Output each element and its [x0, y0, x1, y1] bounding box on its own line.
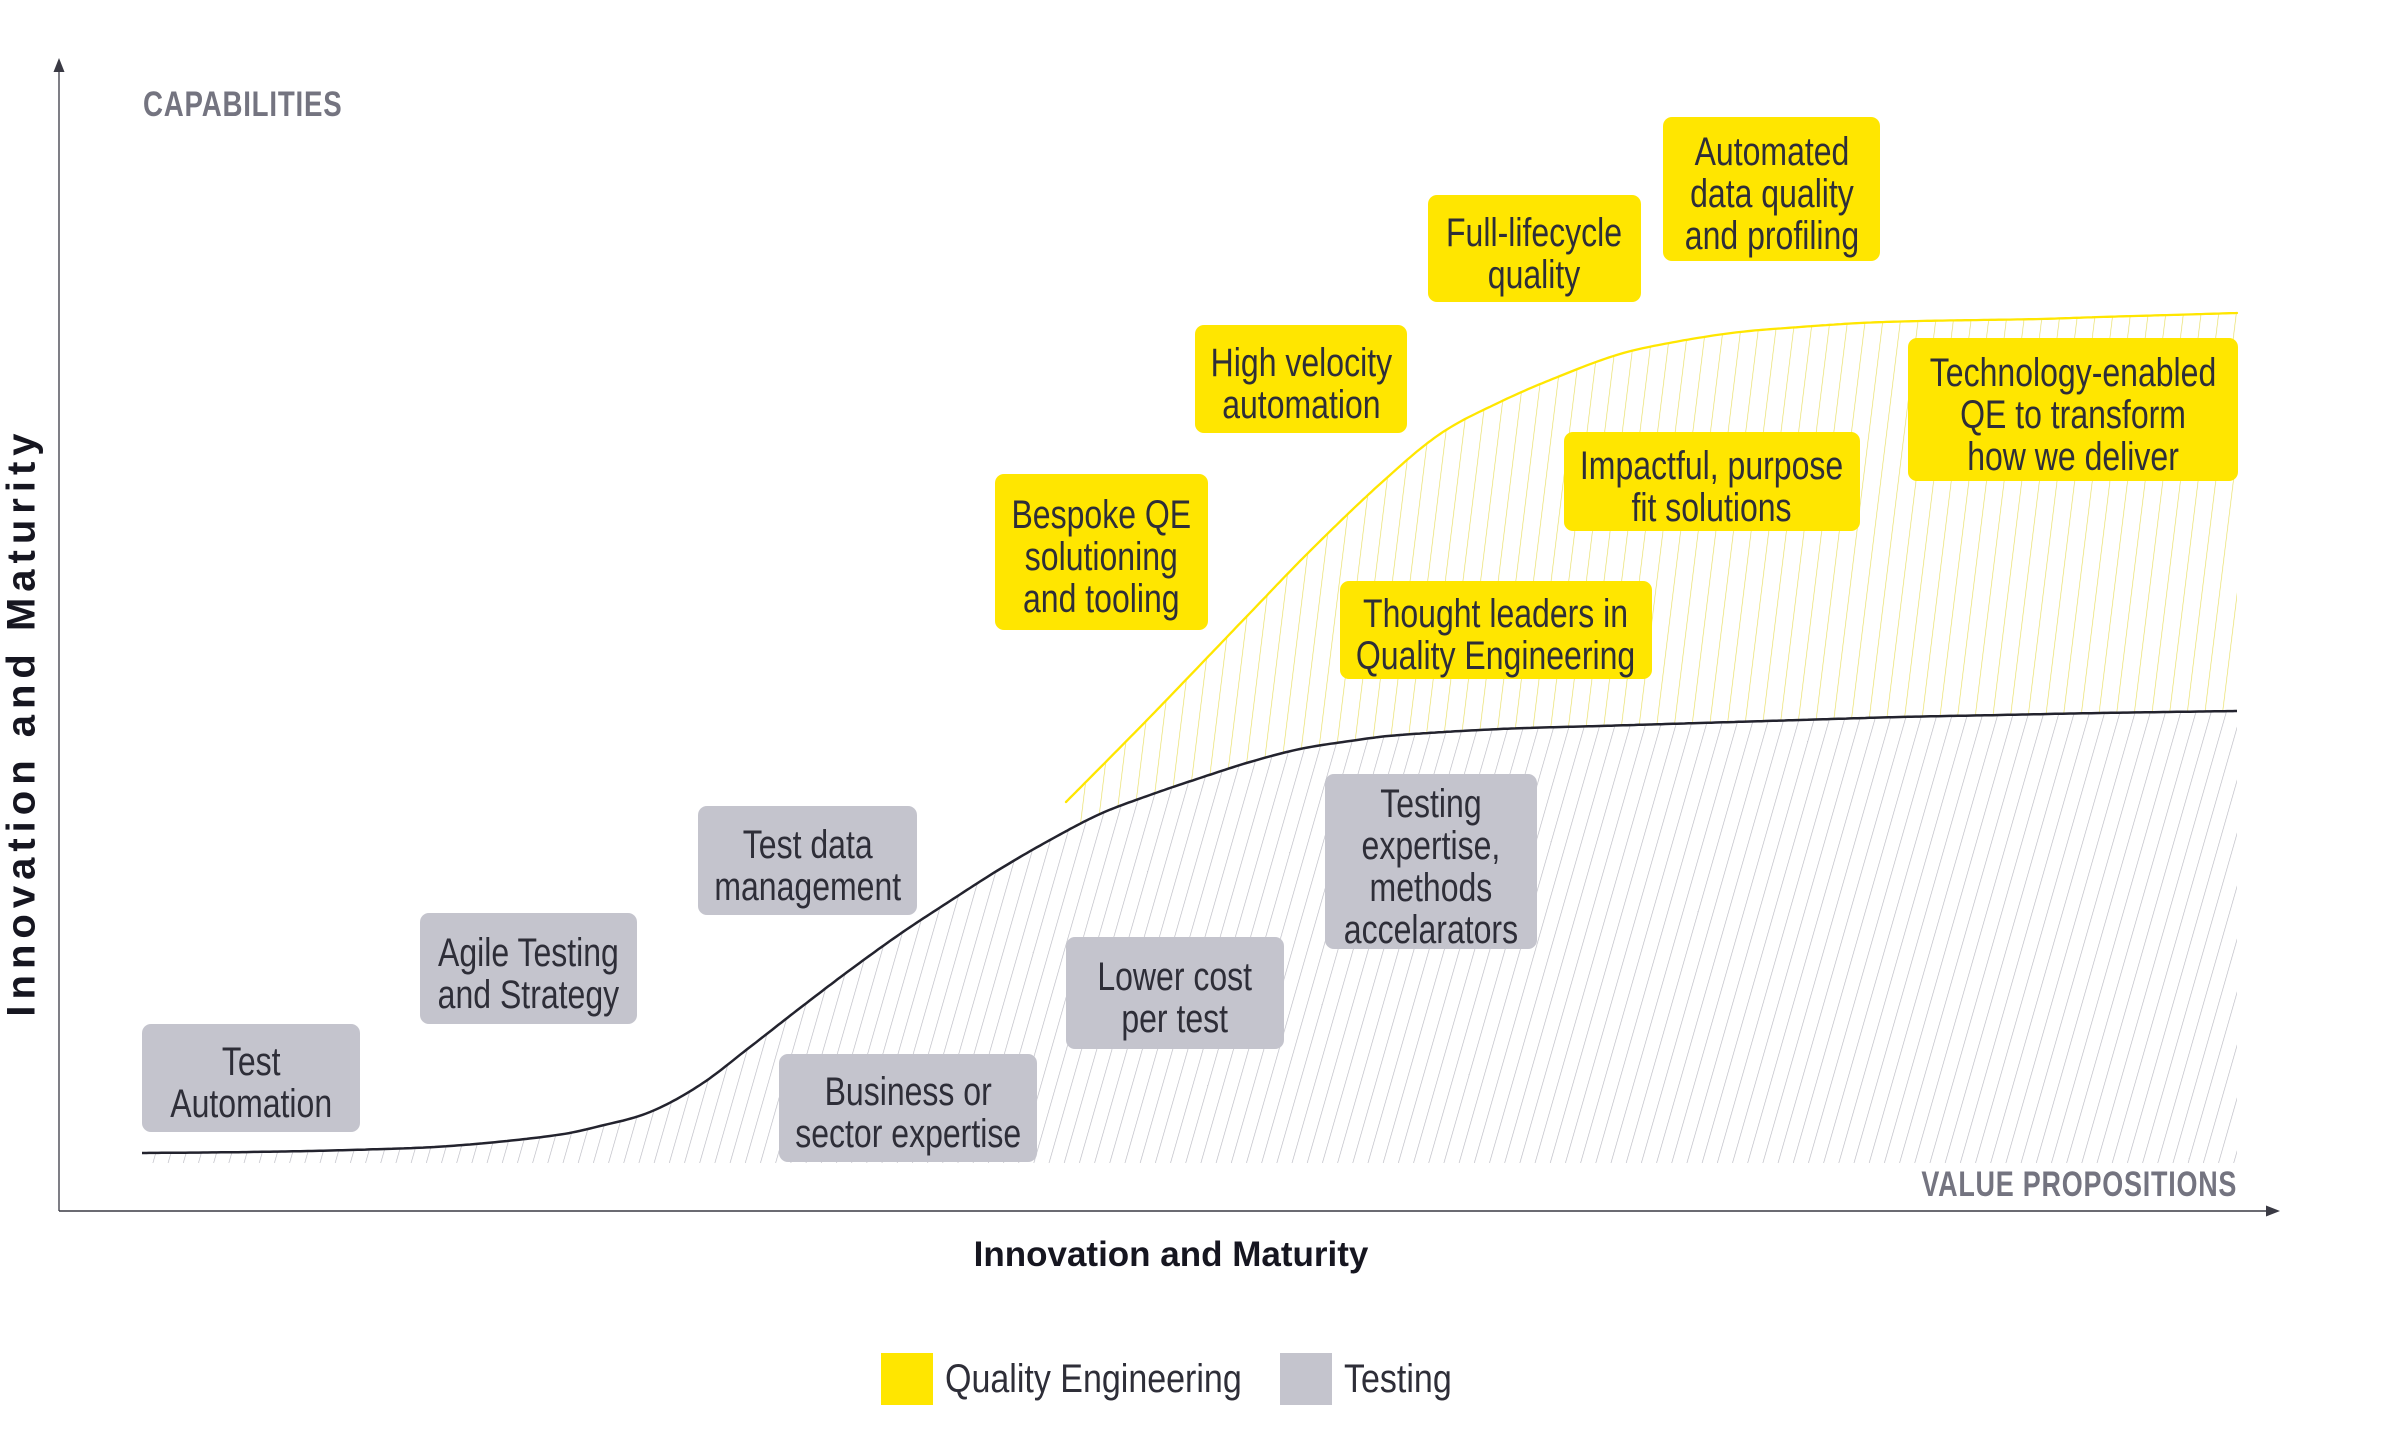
annotation-thought-leaders: Thought leaders in Quality Engineering — [1340, 581, 1652, 679]
y-axis-arrowhead — [53, 58, 65, 72]
annotation-label: Business or sector expertise — [795, 1070, 1021, 1156]
annotation-label: Technology-enabled QE to transform how w… — [1929, 350, 2217, 479]
legend-label: Quality Engineering — [945, 1356, 1242, 1401]
annotation-label: Impactful, purpose fit solutions — [1580, 443, 1844, 530]
annotation-label: Agile Testing and Strategy — [437, 930, 620, 1017]
x-axis-title: Innovation and Maturity — [973, 1235, 1369, 1274]
annotation-impactful-solutions: Impactful, purpose fit solutions — [1564, 432, 1860, 531]
qe-curve — [1064, 311, 2239, 804]
axes — [53, 58, 2280, 1217]
annotation-lower-cost: Lower cost per test — [1066, 937, 1284, 1049]
x-axis-arrowhead — [2266, 1205, 2280, 1217]
annotation-label: Test Automation — [170, 1040, 332, 1126]
annotation-high-velocity: High velocity automation — [1195, 325, 1407, 433]
testing-swatch — [1280, 1353, 1332, 1405]
annotation-automated-data-quality: Automated data quality and profiling — [1663, 117, 1880, 261]
capabilities-axis-label: CAPABILITIES — [143, 85, 343, 124]
annotation-bespoke-qe: Bespoke QE solutioning and tooling — [995, 474, 1208, 630]
y-axis-title: Innovation and Maturity — [0, 427, 44, 1017]
legend-label: Testing — [1344, 1356, 1452, 1401]
annotation-label: Testing expertise, methods accelarators — [1343, 781, 1519, 952]
annotation-test-data: Test data management — [698, 806, 917, 915]
legend-item-testing: Testing — [1280, 1353, 1471, 1405]
legend-item-quality-engineering: Quality Engineering — [881, 1353, 1294, 1405]
testing-curve — [142, 709, 2237, 1155]
annotation-label: Full-lifecycle quality — [1446, 210, 1623, 297]
annotation-test-automation: Test Automation — [142, 1024, 360, 1132]
annotation-label: Thought leaders in Quality Engineering — [1356, 592, 1636, 678]
annotation-label: Bespoke QE solutioning and tooling — [1011, 493, 1192, 621]
quality-engineering-swatch — [881, 1353, 933, 1405]
annotation-label: Automated data quality and profiling — [1684, 130, 1859, 258]
annotation-full-lifecycle: Full-lifecycle quality — [1428, 195, 1641, 302]
annotation-testing-expertise: Testing expertise, methods accelarators — [1325, 774, 1537, 952]
annotation-business-sector: Business or sector expertise — [779, 1054, 1037, 1162]
annotation-label: Test data management — [714, 822, 901, 909]
annotation-agile-testing: Agile Testing and Strategy — [420, 913, 637, 1024]
annotation-label: High velocity automation — [1210, 341, 1392, 427]
annotation-technology-enabled: Technology-enabled QE to transform how w… — [1908, 338, 2238, 481]
value-propositions-axis-label: VALUE PROPOSITIONS — [1921, 1165, 2237, 1204]
annotation-label: Lower cost per test — [1097, 955, 1253, 1041]
